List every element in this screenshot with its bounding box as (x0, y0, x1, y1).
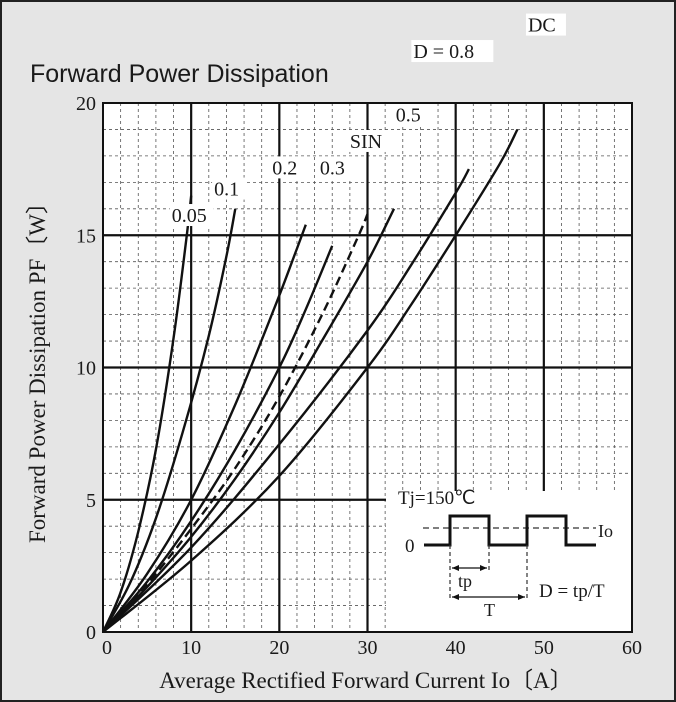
curve-label-7: DC (528, 15, 556, 37)
curve-label-bg (169, 204, 214, 227)
y-axis-label: Forward Power Dissipation PF〔W〕 (25, 191, 50, 543)
chart-title: Forward Power Dissipation (30, 60, 329, 88)
x-tick-label: 30 (358, 637, 378, 659)
duty-cycle-inset: Tj=150℃ 0 Io tp T D = tp/T (386, 488, 631, 631)
curve-label-0: 0.05 (172, 205, 207, 227)
series-line-5 (102, 208, 396, 633)
curve-label-bg (212, 177, 247, 200)
x-tick-label: 40 (446, 637, 466, 659)
curve-label-1: 0.1 (214, 179, 239, 201)
period-label: T (484, 600, 495, 620)
tp-arrow-right-head (480, 565, 487, 571)
period-arrow-left-head (452, 594, 459, 600)
tp-label: tp (458, 571, 472, 591)
series-line-7 (102, 128, 519, 633)
period-arrow-right-head (518, 594, 525, 600)
x-tick-label: 0 (102, 637, 112, 659)
x-tick-label: 50 (534, 637, 554, 659)
curve-label-6: D = 0.8 (413, 41, 474, 63)
plot-border (102, 102, 633, 633)
pulse-waveform (424, 514, 596, 547)
curve-label-3: 0.3 (320, 157, 345, 179)
tj-label: Tj=150℃ (398, 488, 475, 509)
x-tick-label: 20 (269, 637, 289, 659)
curve-label-bg (347, 129, 392, 152)
x-axis-label: Average Rectified Forward Current Io〔A〕 (159, 668, 572, 693)
curve-label-bg (393, 103, 428, 126)
series-layer (101, 128, 519, 633)
series-line-3 (102, 245, 334, 633)
inset-background (386, 491, 631, 631)
y-tick-label: 10 (76, 358, 96, 380)
series-line-1 (101, 208, 237, 633)
curve-label-4: SIN (350, 131, 382, 153)
series-line-2 (102, 224, 307, 633)
series-line-0 (101, 195, 193, 633)
zero-label: 0 (405, 536, 415, 557)
tp-arrow-left-head (452, 565, 459, 571)
curve-label-bg (525, 13, 566, 36)
series-line-6 (102, 168, 470, 633)
curve-label-bg (317, 156, 352, 179)
curve-label-2: 0.2 (272, 157, 297, 179)
series-line-4 (102, 213, 369, 633)
duty-formula: D = tp/T (539, 581, 605, 602)
y-tick-label: 20 (76, 93, 96, 115)
curve-label-bg (270, 156, 305, 179)
y-tick-label: 15 (76, 225, 96, 247)
x-tick-label: 60 (622, 637, 642, 659)
tick-label-layer: 0 10 20 30 40 50 60 0 5 10 15 20 (76, 93, 642, 659)
curve-label-bg (411, 40, 494, 63)
x-tick-label: 10 (181, 637, 201, 659)
y-tick-label: 5 (86, 490, 96, 512)
y-tick-label: 0 (86, 622, 96, 644)
io-label: Io (598, 521, 613, 541)
curve-label-5: 0.5 (396, 105, 421, 127)
